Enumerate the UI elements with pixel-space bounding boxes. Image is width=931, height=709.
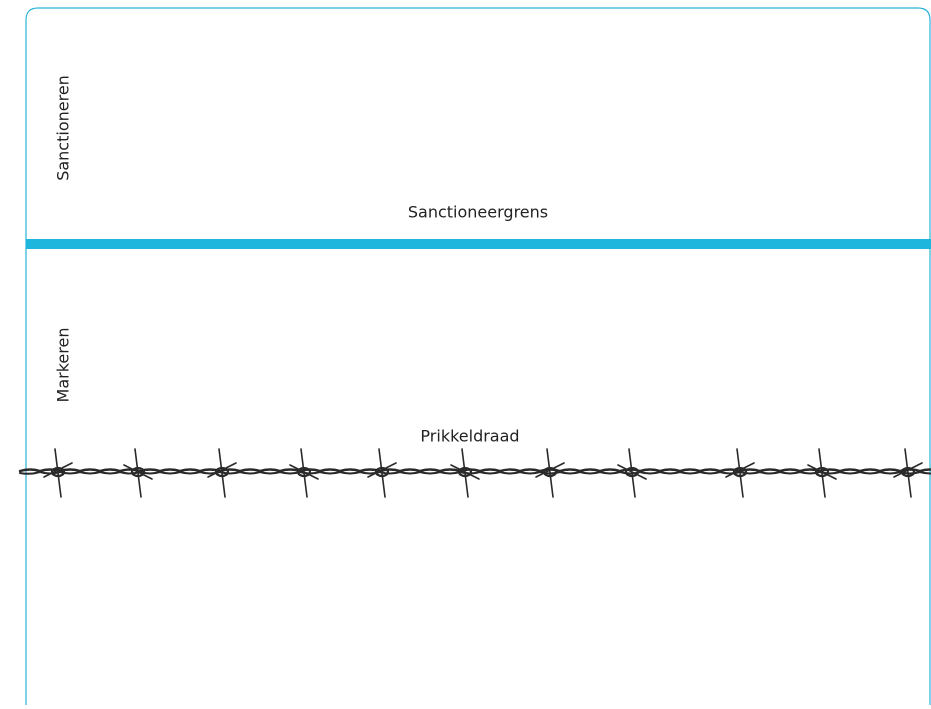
wire-part bbox=[20, 472, 931, 474]
diagram: Sanctioneren Sanctioneergrens Markeren P… bbox=[0, 0, 931, 705]
zone-label: Markeren bbox=[54, 328, 73, 403]
boundary-label: Sanctioneergrens bbox=[408, 203, 548, 222]
wire-label: Prikkeldraad bbox=[420, 427, 519, 446]
page: Sanctioneren Sanctioneergrens Markeren P… bbox=[0, 0, 931, 705]
barbed-wire bbox=[20, 449, 931, 497]
wire-part bbox=[20, 470, 931, 472]
frame bbox=[26, 8, 930, 705]
sanction-boundary bbox=[26, 239, 931, 249]
zone-label: Sanctioneren bbox=[54, 75, 73, 181]
